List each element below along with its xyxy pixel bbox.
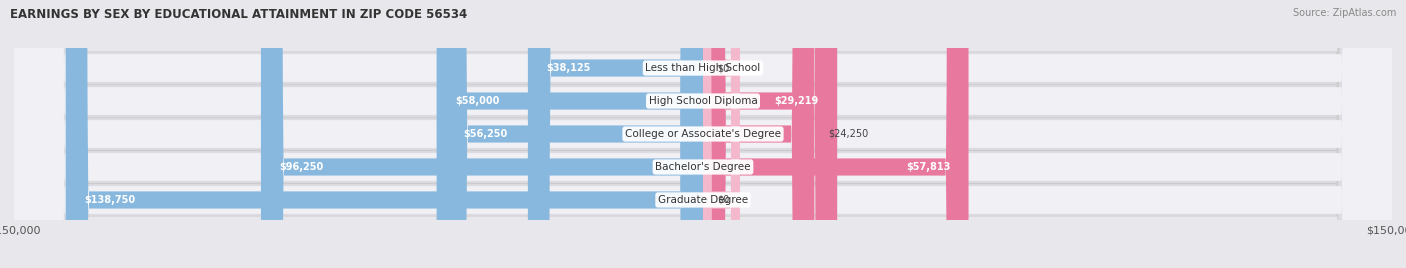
FancyBboxPatch shape <box>14 0 1392 268</box>
Text: $38,125: $38,125 <box>547 63 591 73</box>
Text: $24,250: $24,250 <box>828 129 869 139</box>
Text: Bachelor's Degree: Bachelor's Degree <box>655 162 751 172</box>
Text: High School Diploma: High School Diploma <box>648 96 758 106</box>
FancyBboxPatch shape <box>703 0 740 268</box>
Text: Less than High School: Less than High School <box>645 63 761 73</box>
Text: $58,000: $58,000 <box>456 96 499 106</box>
FancyBboxPatch shape <box>14 0 1392 268</box>
FancyBboxPatch shape <box>14 0 1392 268</box>
FancyBboxPatch shape <box>14 0 1392 268</box>
FancyBboxPatch shape <box>703 0 969 268</box>
Text: $0: $0 <box>717 63 730 73</box>
Text: Graduate Degree: Graduate Degree <box>658 195 748 205</box>
FancyBboxPatch shape <box>703 0 837 268</box>
Text: $29,219: $29,219 <box>775 96 818 106</box>
Text: $56,250: $56,250 <box>463 129 508 139</box>
FancyBboxPatch shape <box>444 0 703 268</box>
FancyBboxPatch shape <box>14 0 1392 268</box>
FancyBboxPatch shape <box>437 0 703 268</box>
Text: College or Associate's Degree: College or Associate's Degree <box>626 129 780 139</box>
FancyBboxPatch shape <box>703 0 814 268</box>
Text: $0: $0 <box>717 195 730 205</box>
FancyBboxPatch shape <box>527 0 703 268</box>
FancyBboxPatch shape <box>14 0 1392 268</box>
FancyBboxPatch shape <box>14 0 1392 268</box>
FancyBboxPatch shape <box>14 0 1392 268</box>
Text: $57,813: $57,813 <box>905 162 950 172</box>
FancyBboxPatch shape <box>262 0 703 268</box>
Text: Source: ZipAtlas.com: Source: ZipAtlas.com <box>1292 8 1396 18</box>
Text: $138,750: $138,750 <box>84 195 135 205</box>
Text: $96,250: $96,250 <box>280 162 323 172</box>
FancyBboxPatch shape <box>14 0 1392 268</box>
FancyBboxPatch shape <box>66 0 703 268</box>
FancyBboxPatch shape <box>703 0 740 268</box>
Text: EARNINGS BY SEX BY EDUCATIONAL ATTAINMENT IN ZIP CODE 56534: EARNINGS BY SEX BY EDUCATIONAL ATTAINMEN… <box>10 8 467 21</box>
FancyBboxPatch shape <box>14 0 1392 268</box>
